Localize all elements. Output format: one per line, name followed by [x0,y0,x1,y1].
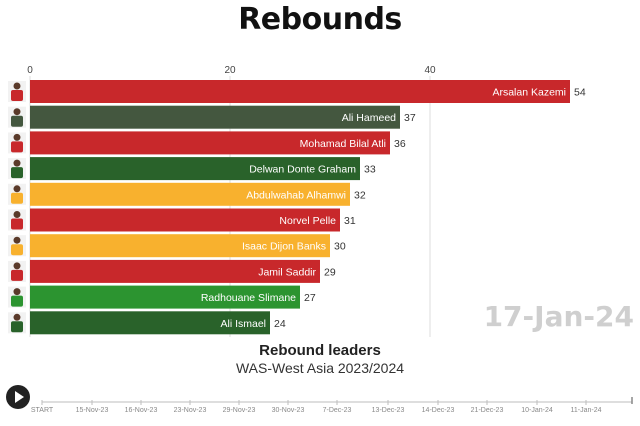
bar [30,259,320,283]
bar-value-label: 54 [574,87,586,99]
play-icon [15,391,24,403]
timeline-label: 15-Nov-23 [76,407,109,414]
bar-name-label: Arsalan Kazemi [492,87,566,99]
bar [30,182,350,206]
avatar-head [13,236,21,244]
chart-caption: WAS-West Asia 2023/2024 [235,360,405,376]
bar-value-label: 27 [304,292,316,304]
player-avatar [8,209,26,231]
bar-value-label: 32 [354,189,366,201]
player-avatar [8,132,26,154]
chart-title: Rebounds [238,2,402,37]
bar-name-label: Abdulwahab Alhamwi [246,189,346,201]
bar-value-label: 33 [364,164,376,176]
play-button[interactable] [6,385,30,409]
avatar-head [13,313,21,321]
timeline-label: 21-Dec-23 [471,407,504,414]
avatar-jersey [11,295,23,307]
timeline-label: 11-Jan-24 [570,407,601,414]
avatar-jersey [11,244,23,256]
avatar-head [13,108,21,116]
bar-name-label: Ali Hameed [342,112,396,124]
timeline-label: 30-Nov-23 [272,407,305,414]
x-tick-label: 20 [224,65,236,76]
bar-name-label: Jamil Saddir [258,266,316,278]
avatar-jersey [11,115,23,127]
player-avatar [8,81,26,102]
bar-name-label: Isaac Dijon Banks [242,241,326,253]
chart-subtitle: Rebound leaders [259,342,381,359]
bar [30,234,330,258]
current-date-label: 17-Jan-24 [483,300,634,333]
player-avatar [8,286,26,308]
player-avatar [8,260,26,282]
player-avatar [8,106,26,128]
player-avatar [8,183,26,205]
avatar-head [13,262,21,270]
timeline-label: 14-Dec-23 [422,407,455,414]
bar-name-label: Ali Ismael [220,318,266,330]
avatar-head [13,211,21,218]
avatar-jersey [11,218,23,230]
avatar-head [13,185,21,193]
player-avatar [8,312,26,334]
timeline-label: 13-Dec-23 [372,407,405,414]
timeline-label: 29-Nov-23 [223,407,256,414]
bar-value-label: 31 [344,215,356,227]
bar [30,157,360,181]
bar [30,285,300,309]
avatar-jersey [11,141,23,153]
avatar-jersey [11,167,23,179]
player-avatar [8,158,26,180]
avatar-jersey [11,321,23,333]
bar-name-label: Mohamad Bilal Atli [300,138,386,150]
bar-value-label: 24 [274,318,286,330]
avatar-head [13,159,21,167]
avatar-jersey [11,90,23,101]
bar-value-label: 30 [334,241,346,253]
bar-value-label: 37 [404,112,416,124]
avatar-jersey [11,269,23,281]
timeline-label: 7-Dec-23 [323,407,352,414]
bar [30,208,340,232]
timeline-label: 16-Nov-23 [125,407,158,414]
x-tick-label: 0 [27,65,33,76]
x-tick-label: 40 [424,65,436,76]
timeline-label: START [31,407,54,414]
avatar-head [13,133,21,141]
avatar-head [13,82,21,90]
timeline-label: 10-Jan-24 [521,407,553,414]
player-avatar [8,235,26,257]
bar [30,131,390,155]
bar-name-label: Norvel Pelle [279,215,336,227]
bar-name-label: Delwan Donte Graham [249,164,356,176]
avatar-head [13,288,21,296]
bar-value-label: 29 [324,266,336,278]
bar [30,311,270,335]
timeline-label: 23-Nov-23 [174,407,207,414]
bar [30,80,570,103]
bar-value-label: 36 [394,138,406,150]
avatar-jersey [11,192,23,204]
bar [30,105,400,129]
bar-name-label: Radhouane Slimane [201,292,296,304]
